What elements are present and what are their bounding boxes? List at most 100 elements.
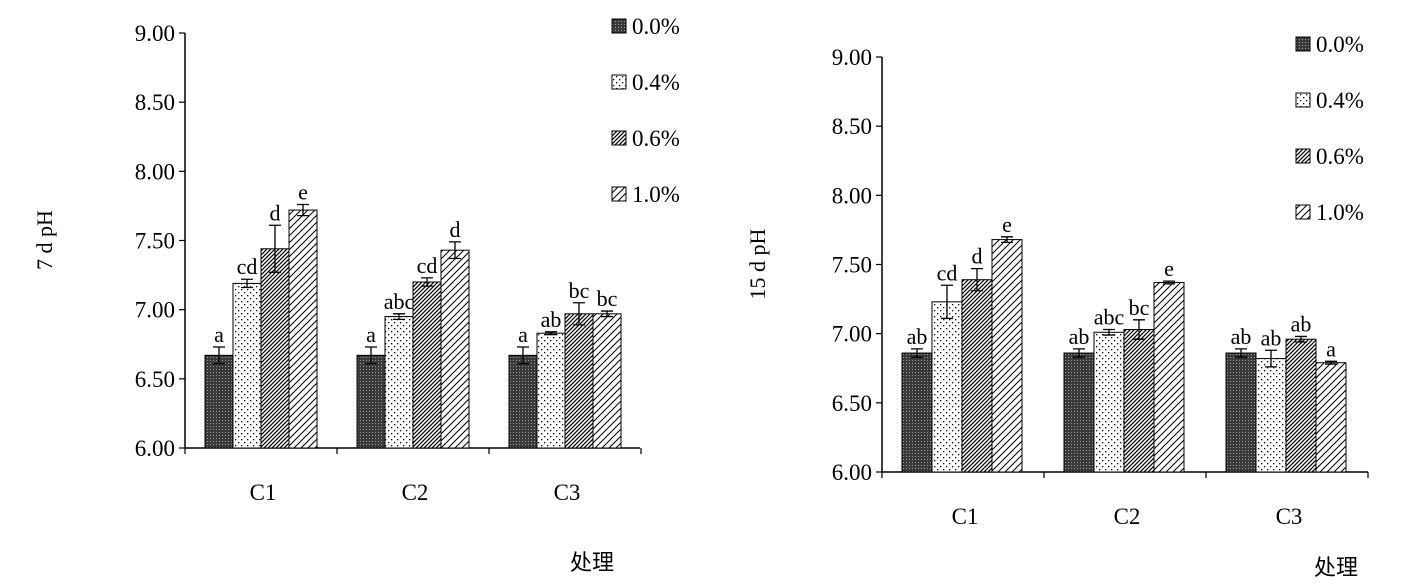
bar-c1-series-2: [260, 248, 290, 449]
x-category-label: C1: [952, 504, 979, 529]
bar-c1-series-3: [991, 239, 1023, 473]
significance-label: d: [972, 244, 983, 269]
y-tick-label: 8.50: [135, 90, 175, 115]
bar-c1-series-1: [931, 301, 963, 473]
y-tick-label: 7.00: [135, 298, 175, 323]
bar-c3-series-0: [508, 354, 538, 449]
bar-c1-series-0: [204, 354, 234, 449]
y-tick-label: 7.00: [832, 322, 872, 347]
significance-label: a: [518, 322, 528, 347]
x-category-label: C2: [402, 480, 429, 505]
x-category-label: C1: [250, 480, 277, 505]
significance-label: e: [1002, 212, 1012, 237]
significance-label: ab: [1261, 325, 1282, 350]
y-axis-title: 7 d pH: [32, 210, 57, 270]
bar-c3-series-0: [1225, 352, 1257, 473]
significance-label: bc: [1129, 295, 1150, 320]
legend-label: 1.0%: [1316, 200, 1364, 225]
error-bar: [1103, 328, 1115, 336]
bar-c1-series-3: [288, 209, 318, 449]
bar-c2-series-0: [1063, 352, 1095, 473]
chart-panel-15d: 6.006.507.007.508.008.509.00abcddeC1abab…: [745, 32, 1369, 580]
error-bar: [241, 278, 253, 289]
bar-c2-series-2: [1123, 329, 1155, 473]
error-bar: [941, 284, 953, 320]
significance-label: a: [1326, 336, 1336, 361]
y-tick-label: 8.00: [832, 183, 872, 208]
error-bar: [545, 331, 557, 336]
error-bar: [971, 268, 983, 292]
y-tick-label: 7.50: [832, 253, 872, 278]
error-bar: [1235, 348, 1247, 358]
error-bar: [1295, 335, 1307, 343]
significance-label: abc: [384, 289, 415, 314]
bar-c2-series-3: [440, 249, 470, 449]
x-category-label: C3: [1276, 504, 1303, 529]
bar-c1-series-2: [961, 279, 993, 473]
bar-c3-series-3: [1315, 362, 1347, 473]
bar-c2-series-3: [1153, 281, 1185, 473]
error-bar: [1265, 349, 1277, 368]
y-tick-label: 6.00: [135, 436, 175, 461]
bar-c2-series-1: [384, 316, 414, 449]
significance-label: a: [366, 322, 376, 347]
significance-label: bc: [569, 278, 590, 303]
legend-swatch: [611, 186, 627, 202]
legend-label: 0.6%: [632, 126, 680, 151]
legend-swatch: [611, 130, 627, 146]
x-category-label: C2: [1114, 504, 1141, 529]
x-axis-title: 处理: [570, 550, 614, 575]
y-tick-label: 8.00: [135, 159, 175, 184]
bar-c1-series-1: [232, 282, 262, 449]
significance-label: ab: [541, 307, 562, 332]
bar-c2-series-1: [1093, 331, 1125, 473]
y-tick-label: 9.00: [135, 21, 175, 46]
y-tick-label: 6.50: [832, 391, 872, 416]
error-bar: [1133, 319, 1145, 340]
error-bar: [1073, 348, 1085, 358]
y-tick-label: 9.00: [832, 45, 872, 70]
bar-c3-series-3: [592, 313, 622, 449]
bar-c3-series-2: [1285, 338, 1317, 473]
legend-swatch: [1295, 92, 1311, 108]
significance-label: abc: [1094, 305, 1125, 330]
significance-label: cd: [417, 253, 438, 278]
error-bar: [1325, 360, 1337, 365]
significance-label: e: [1164, 256, 1174, 281]
legend-label: 1.0%: [632, 182, 680, 207]
bar-c3-series-1: [1255, 358, 1287, 473]
error-bar: [573, 302, 585, 326]
y-tick-label: 6.50: [135, 367, 175, 392]
x-category-label: C3: [554, 480, 581, 505]
error-bar: [911, 348, 923, 358]
significance-label: ab: [1231, 324, 1252, 349]
bar-c3-series-2: [564, 313, 594, 449]
error-bar: [421, 277, 433, 287]
significance-label: cd: [237, 254, 258, 279]
chart-panel-7d: 6.006.507.007.508.008.509.00acddeC1aabcc…: [32, 14, 680, 575]
error-bar: [1163, 280, 1175, 285]
y-tick-label: 6.00: [832, 460, 872, 485]
legend-label: 0.6%: [1316, 144, 1364, 169]
error-bar: [1001, 236, 1013, 244]
legend-swatch: [1295, 36, 1311, 52]
legend-swatch: [1295, 148, 1311, 164]
significance-label: ab: [1291, 311, 1312, 336]
error-bar: [517, 346, 529, 365]
error-bar: [297, 203, 309, 217]
y-tick-label: 7.50: [135, 229, 175, 254]
significance-label: d: [450, 217, 461, 242]
legend-label: 0.0%: [632, 14, 680, 39]
legend-label: 0.4%: [1316, 88, 1364, 113]
legend-swatch: [1295, 204, 1311, 220]
bar-c1-series-0: [901, 352, 933, 473]
significance-label: ab: [907, 324, 928, 349]
error-bar: [449, 241, 461, 260]
x-axis-title: 处理: [1314, 555, 1358, 580]
error-bar: [365, 346, 377, 365]
error-bar: [393, 313, 405, 320]
significance-label: cd: [937, 260, 958, 285]
significance-label: e: [298, 180, 308, 205]
legend-swatch: [611, 74, 627, 90]
